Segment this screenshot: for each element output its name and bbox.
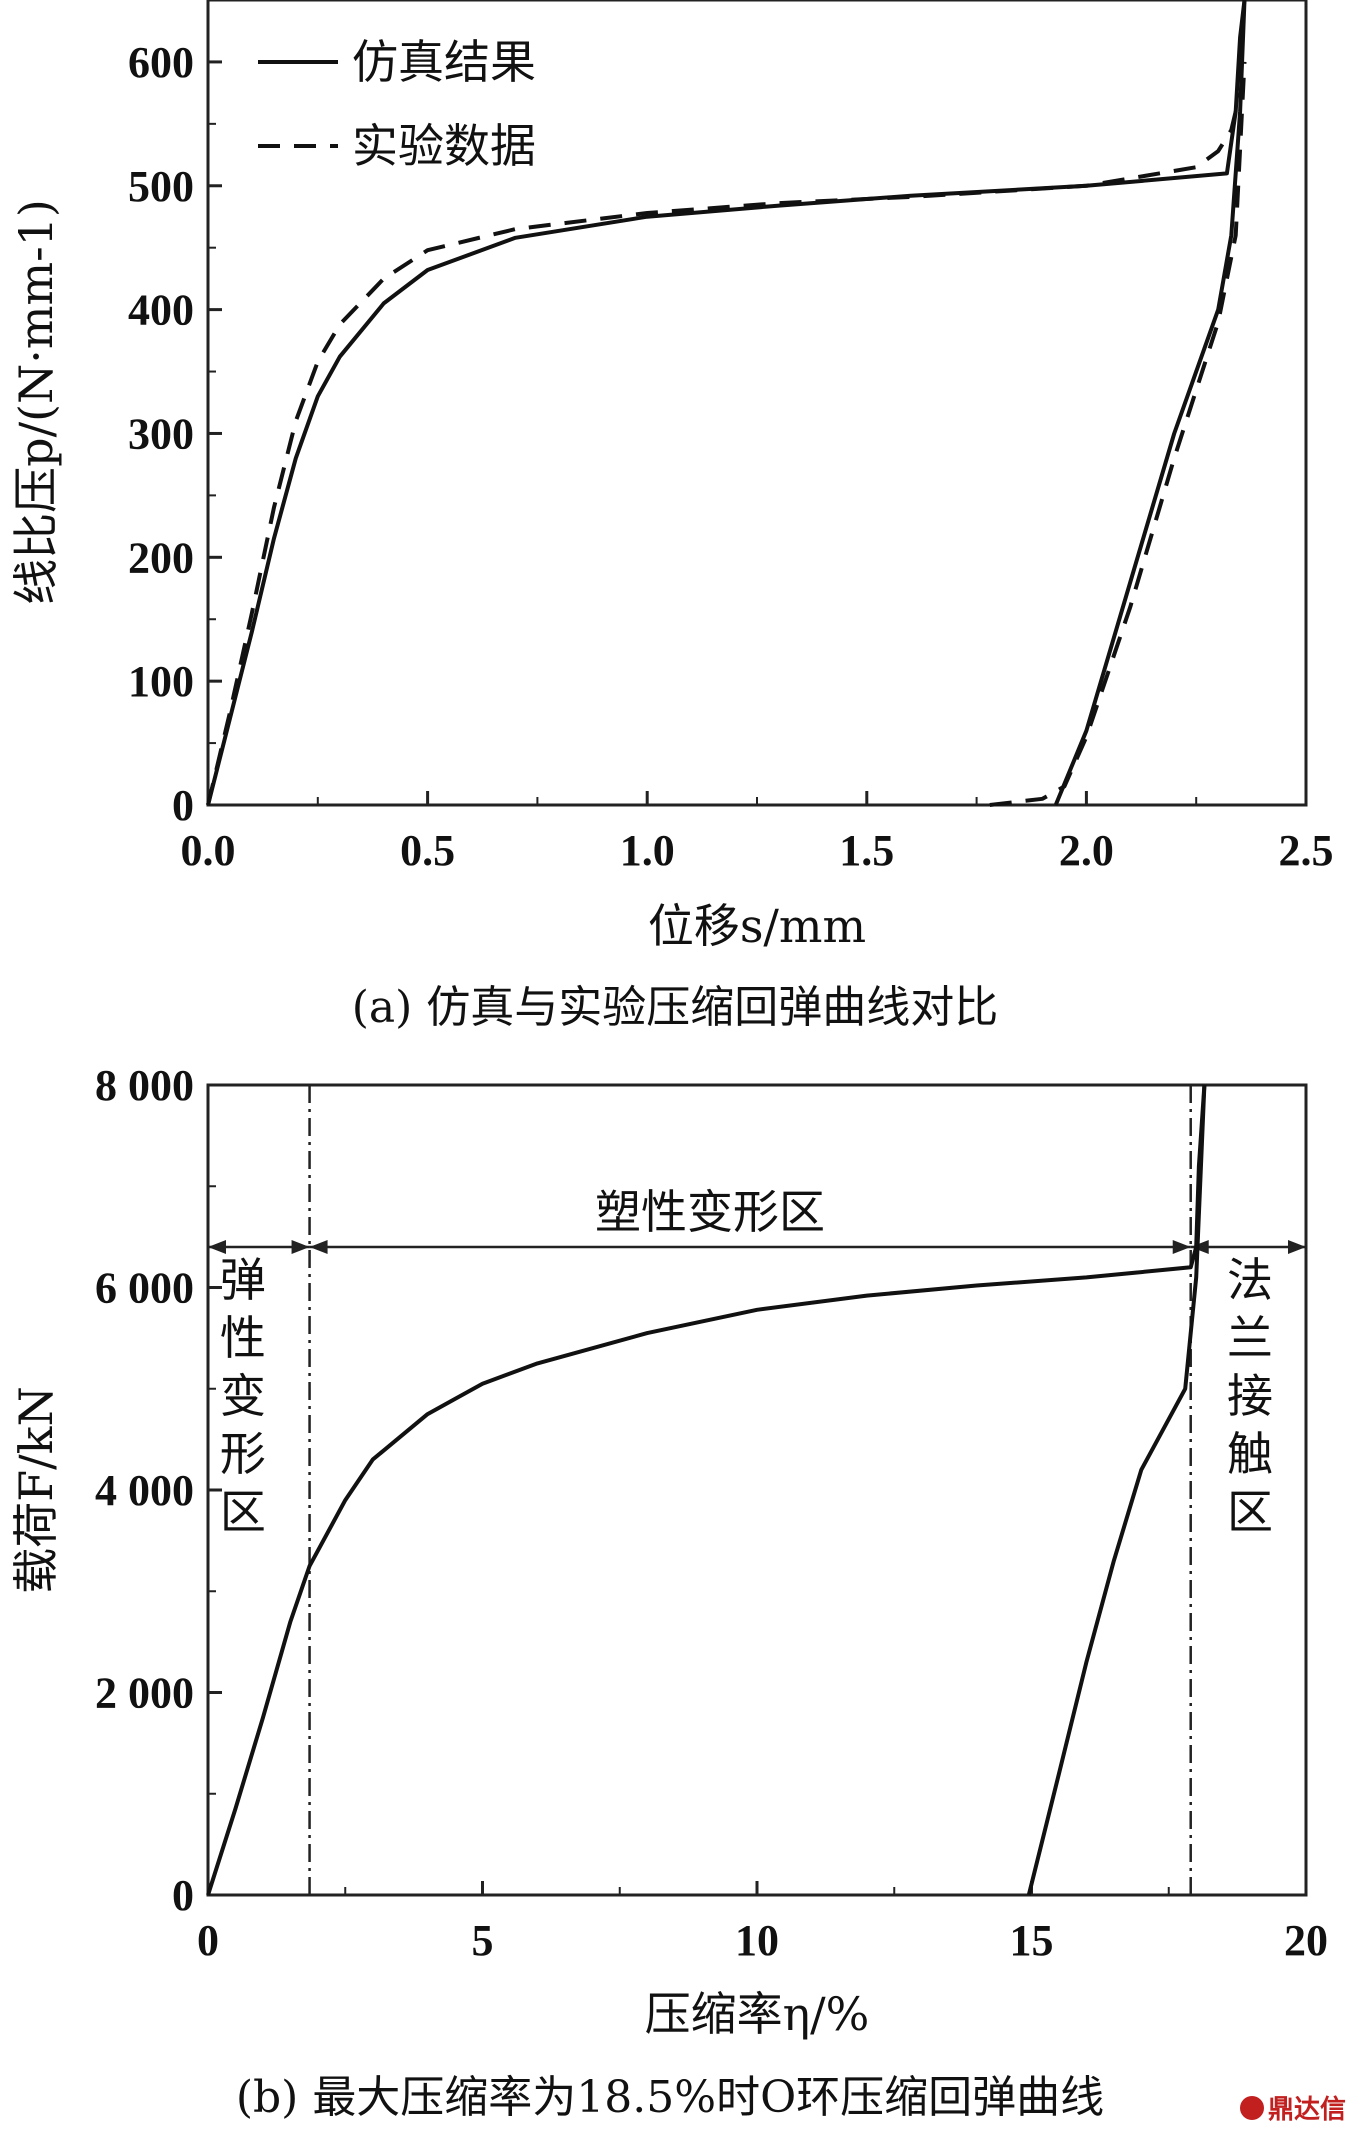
legend-experiment-label: 实验数据 xyxy=(352,119,536,173)
chart-b-y-tick-label: 4 000 xyxy=(95,1466,194,1515)
legend-simulation-label: 仿真结果 xyxy=(352,35,536,89)
chart-a-y-tick-label: 600 xyxy=(128,38,194,87)
chart-b-load-compression: 0 5 10 15 20 0 2 000 4 000 6 000 8 000 塑性变形区 弹性变形… xyxy=(9,1061,1328,2123)
watermark-icon xyxy=(1240,2096,1264,2120)
chart-a-x-axis-label: 位移s/mm xyxy=(648,899,866,953)
watermark-logo: 鼎达信 xyxy=(1240,2095,1346,2125)
chart-b-zone-annotations: 塑性变形区 弹性变形区 法兰接触区 xyxy=(220,1185,1273,1539)
chart-b-y-tick-label: 6 000 xyxy=(95,1264,194,1313)
chart-a-series-1-loading-line xyxy=(206,92,1243,806)
chart-b-x-tick-label: 0 xyxy=(197,1916,219,1965)
chart-b-x-tick-label: 15 xyxy=(1010,1916,1054,1965)
chart-a-x-tick-label: 2.0 xyxy=(1059,826,1114,875)
elastic-zone-label: 弹性变形区 xyxy=(220,1253,266,1539)
chart-b-y-tick-label: 2 000 xyxy=(95,1669,194,1718)
chart-a-compression-rebound: 0.0 0.5 1.0 1.5 2.0 2.5 0 100 200 300 400 500 600 仿真… xyxy=(9,0,1334,1033)
chart-a-x-tick-label: 0.0 xyxy=(181,826,236,875)
chart-a-tick-labels: 0.0 0.5 1.0 1.5 2.0 2.5 0 100 200 300 400 500 600 xyxy=(128,38,1334,875)
plastic-zone-arrow-head xyxy=(1172,1240,1191,1254)
chart-a-x-tick-label: 2.5 xyxy=(1279,826,1334,875)
chart-a-y-tick-label: 300 xyxy=(128,409,194,458)
chart-a-caption: (a) 仿真与实验压缩回弹曲线对比 xyxy=(352,982,999,1033)
chart-a-y-tick-label: 0 xyxy=(172,781,194,830)
flange-zone-arrow-tail xyxy=(1190,1240,1209,1254)
chart-b-x-tick-label: 10 xyxy=(735,1916,779,1965)
chart-a-series-1-unloading-line xyxy=(989,61,1247,807)
chart-a-y-tick-label: 200 xyxy=(128,533,194,582)
chart-b-y-tick-label: 8 000 xyxy=(95,1061,194,1110)
chart-b-y-tick-label: 0 xyxy=(172,1871,194,1920)
chart-b-series-0-unloading-line xyxy=(1026,1084,1207,1896)
chart-b-ticks xyxy=(206,1083,1308,1897)
chart-b-caption: (b) 最大压缩率为18.5%时O环压缩回弹曲线 xyxy=(236,2072,1104,2123)
chart-b-y-axis-label: 载荷F/kN xyxy=(9,1386,63,1594)
chart-a-legend: 仿真结果 实验数据 xyxy=(258,35,536,173)
chart-b-zone-boundaries xyxy=(208,1085,1306,1895)
chart-a-y-tick-label: 500 xyxy=(128,162,194,211)
chart-a-y-tick-label: 100 xyxy=(128,657,194,706)
plastic-zone-label: 塑性变形区 xyxy=(595,1185,825,1239)
chart-b-x-tick-label: 5 xyxy=(472,1916,494,1965)
chart-a-series-0-loading-line xyxy=(206,0,1247,806)
flange-zone-label: 法兰接触区 xyxy=(1227,1253,1273,1539)
chart-a-y-axis-label: 线比压p/(N·mm-1) xyxy=(9,199,63,605)
chart-b-series-0-loading-line xyxy=(206,1084,1207,1896)
plastic-zone-arrow-tail xyxy=(309,1240,328,1254)
elastic-zone-arrow-tail xyxy=(208,1240,226,1254)
chart-b-series xyxy=(206,1084,1207,1896)
chart-a-series xyxy=(206,0,1247,807)
chart-a-x-tick-label: 1.0 xyxy=(620,826,675,875)
chart-b-x-axis-label: 压缩率η/% xyxy=(645,1987,870,2041)
watermark-text: 鼎达信 xyxy=(1268,2095,1346,2125)
chart-b-tick-labels: 0 5 10 15 20 0 2 000 4 000 6 000 8 000 xyxy=(95,1061,1328,1965)
chart-a-x-tick-label: 1.5 xyxy=(839,826,894,875)
chart-a-x-tick-label: 0.5 xyxy=(400,826,455,875)
chart-a-series-0-unloading-line xyxy=(1053,0,1247,806)
chart-b-x-tick-label: 20 xyxy=(1284,1916,1328,1965)
chart-a-y-tick-label: 400 xyxy=(128,286,194,335)
elastic-zone-arrow-head xyxy=(291,1240,310,1254)
chart-a-ticks xyxy=(206,60,1308,807)
flange-zone-arrow-head xyxy=(1288,1240,1306,1254)
